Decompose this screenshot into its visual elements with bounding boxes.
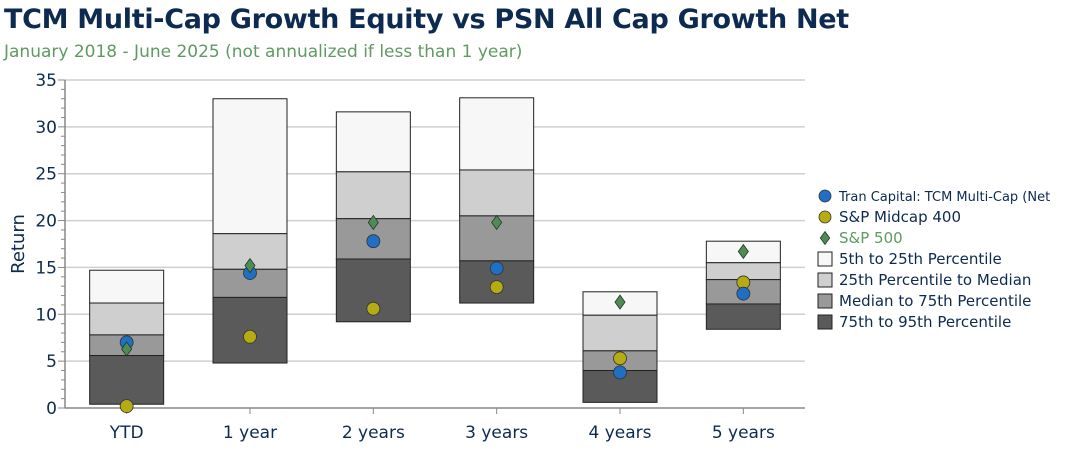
- x-tick-label: 2 years: [342, 423, 405, 443]
- legend-marker: [818, 189, 832, 203]
- legend-swatch: [817, 314, 833, 330]
- x-tick-label: 4 years: [588, 423, 651, 443]
- sp-midcap-marker: [613, 351, 627, 366]
- percentile-band: [335, 171, 411, 220]
- y-tick-label: 5: [46, 352, 57, 372]
- y-tick-label: 35: [35, 71, 57, 91]
- legend-label: 5th to 25th Percentile: [839, 250, 1002, 268]
- legend-swatch: [817, 293, 833, 309]
- y-axis-label: Return: [8, 214, 29, 274]
- x-tick-label: 5 years: [712, 423, 775, 443]
- percentile-band: [212, 98, 288, 235]
- sp-midcap-marker: [243, 329, 257, 344]
- legend-swatch: [817, 272, 833, 288]
- y-tick-label: 10: [35, 305, 57, 325]
- sp500-marker: [121, 341, 133, 357]
- percentile-band: [89, 355, 165, 405]
- sp500-marker: [244, 257, 256, 274]
- percentile-band: [335, 111, 411, 173]
- x-tick-label: YTD: [109, 423, 144, 443]
- tcm-marker: [736, 286, 751, 301]
- sp-midcap-marker: [489, 280, 504, 295]
- y-tick-label: 0: [46, 399, 57, 419]
- sp500-marker: [737, 243, 749, 260]
- sp500-marker: [491, 214, 503, 231]
- tcm-marker: [613, 365, 627, 380]
- series-markers: [119, 214, 751, 414]
- legend-swatch: [817, 251, 833, 267]
- y-tick-label: 25: [35, 165, 57, 185]
- sp500-marker: [367, 214, 379, 231]
- sp-midcap-marker: [119, 399, 134, 414]
- percentile-band: [89, 302, 165, 336]
- y-tick-label: 30: [35, 118, 57, 138]
- tcm-marker: [489, 261, 504, 276]
- legend-label: 75th to 95th Percentile: [839, 313, 1011, 331]
- legend-label: S&P Midcap 400: [839, 208, 961, 226]
- percentile-band: [89, 269, 165, 304]
- percentile-band: [459, 97, 535, 171]
- chart-subtitle: January 2018 - June 2025 (not annualized…: [4, 42, 523, 62]
- legend-label: 25th Percentile to Median: [839, 271, 1031, 289]
- y-tick-label: 15: [35, 258, 57, 278]
- tcm-marker: [366, 234, 381, 249]
- sp-midcap-marker: [366, 301, 381, 316]
- percentile-band: [459, 169, 535, 217]
- legend-label: Median to 75th Percentile: [839, 292, 1031, 310]
- percentile-band: [705, 303, 781, 330]
- legend-marker: [818, 210, 832, 224]
- legend-marker: [819, 230, 831, 246]
- y-tick-label: 20: [35, 212, 57, 232]
- grid-lines: [65, 79, 805, 362]
- x-tick-label: 3 years: [465, 423, 528, 443]
- legend: Tran Capital: TCM Multi-Cap (Net S&P Midc…: [817, 189, 1050, 331]
- percentile-band: [582, 314, 658, 352]
- percentile-bars: [89, 97, 781, 405]
- axes: 0 5 10 15 20 25 30 35 Return YTD 1 year 2 years 3 ye…: [8, 71, 805, 443]
- x-tick-label: 1 year: [223, 423, 277, 443]
- chart-title: TCM Multi-Cap Growth Equity vs PSN All C…: [4, 4, 849, 35]
- sp500-marker: [614, 294, 626, 310]
- legend-label: Tran Capital: TCM Multi-Cap (Net: [838, 190, 1050, 205]
- legend-label: S&P 500: [839, 229, 903, 247]
